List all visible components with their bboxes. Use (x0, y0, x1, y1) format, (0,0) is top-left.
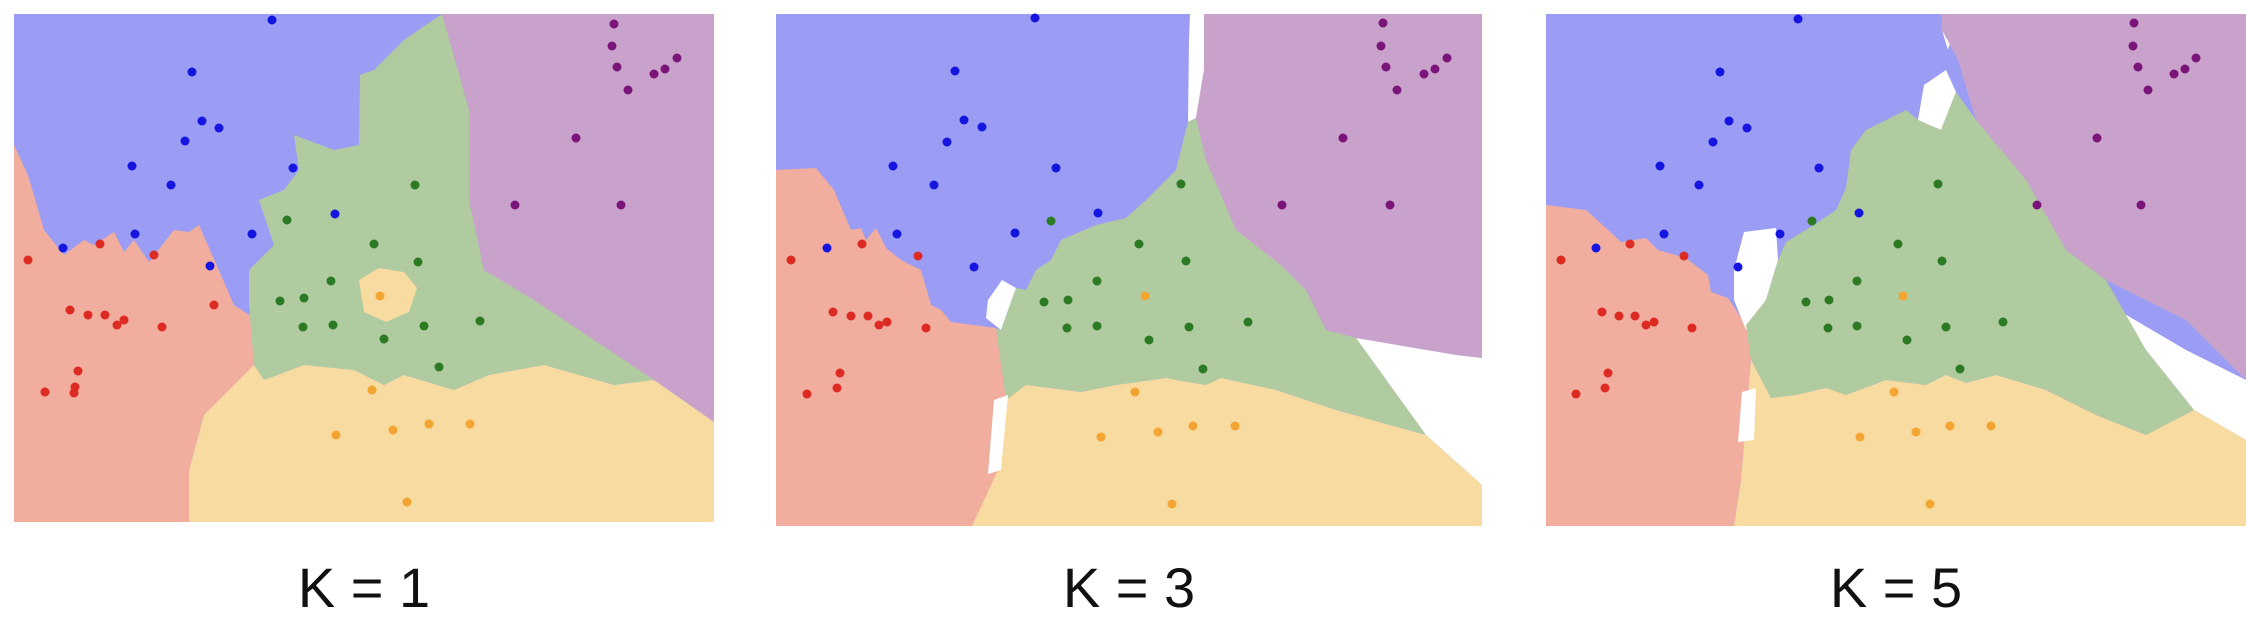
region-white-strip (1738, 388, 1756, 442)
panel-label: K = 5 (1829, 556, 1963, 619)
region-green (249, 14, 654, 390)
points-blue (1591, 14, 1864, 272)
points-purple (1277, 18, 1452, 210)
points-red (23, 239, 219, 398)
points-purple (2032, 18, 2201, 210)
region-purple (442, 14, 714, 422)
region-white-left (1734, 228, 1778, 330)
points-green (1039, 179, 1253, 374)
region-white-gap (1188, 14, 1204, 122)
decision-map-k1 (14, 14, 714, 522)
region-red (1546, 205, 1751, 526)
region-white-right (1356, 338, 1482, 485)
region-green (996, 118, 1426, 435)
region-white-left (986, 280, 1016, 330)
region-yellow (1734, 360, 2246, 526)
panel-label: K = 1 (297, 556, 431, 619)
points-purple (510, 19, 682, 210)
region-green (1746, 92, 2194, 435)
decision-map-k5 (1546, 14, 2246, 526)
points-green (1801, 179, 2008, 374)
region-red (776, 168, 1006, 526)
region-yellow (189, 365, 714, 522)
points-red (786, 239, 931, 399)
panel-label: K = 3 (1062, 556, 1196, 619)
points-blue (58, 15, 340, 271)
region-purple (1196, 14, 1482, 358)
region-purple (1942, 14, 2246, 380)
region-white-notch (1918, 70, 1956, 130)
region-red (14, 145, 254, 522)
points-yellow (1096, 291, 1240, 509)
region-yellow (972, 378, 1482, 526)
points-blue (822, 13, 1103, 272)
points-yellow (331, 291, 475, 507)
region-yellow-island (359, 268, 417, 322)
points-green (275, 180, 485, 372)
points-red (1556, 239, 1697, 399)
points-yellow (1855, 291, 1996, 509)
region-white-strip (988, 395, 1008, 474)
decision-map-k3 (776, 13, 1482, 526)
region-white-right (2076, 310, 2246, 440)
